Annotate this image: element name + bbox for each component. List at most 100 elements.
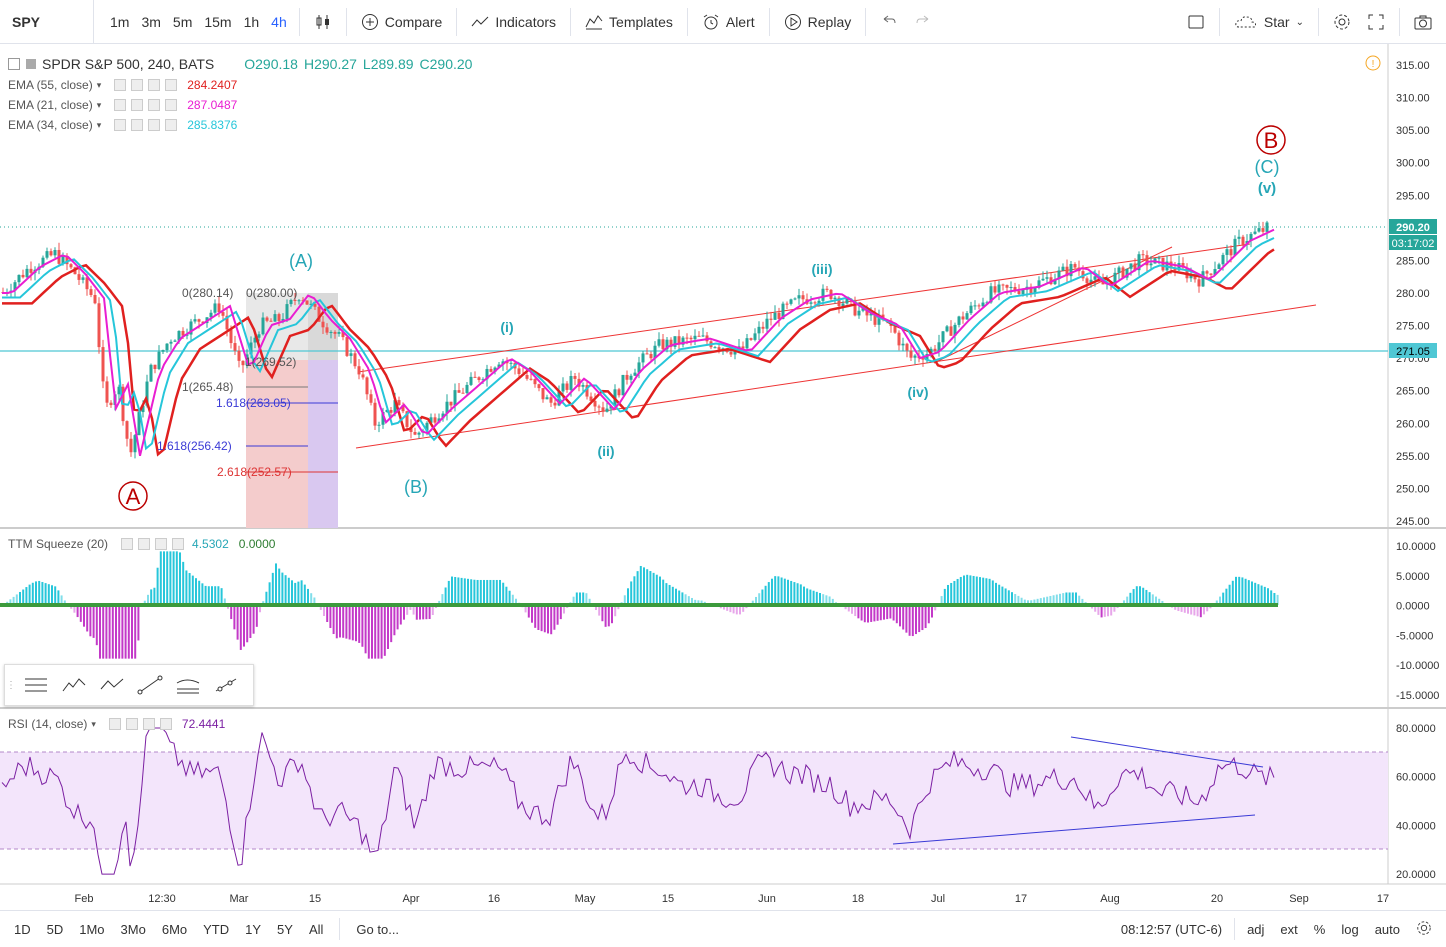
ray-icon (213, 675, 239, 695)
close-icon[interactable] (165, 119, 177, 131)
indicator-ema21[interactable]: EMA (21, close) ▾ 287.0487 (8, 98, 237, 112)
eye-icon[interactable] (121, 538, 133, 550)
timeframe-15m[interactable]: 15m (198, 14, 237, 30)
indicator-ema55[interactable]: EMA (55, close) ▾ 284.2407 (8, 78, 237, 92)
plus-icon[interactable] (148, 119, 160, 131)
gear-icon[interactable] (126, 718, 138, 730)
ttm-bar (93, 605, 95, 638)
goto-button[interactable]: Go to... (348, 922, 407, 937)
gear-icon[interactable] (131, 99, 143, 111)
elliott-impulse-button[interactable] (55, 668, 93, 702)
templates-button[interactable]: Templates (577, 13, 681, 31)
candle-body (230, 329, 233, 343)
fib-tool-button[interactable] (17, 668, 55, 702)
indicator-rsi[interactable]: RSI (14, close) ▾ 72.4441 (8, 717, 225, 731)
settings-button[interactable] (1325, 13, 1359, 31)
timeframe-1h[interactable]: 1h (238, 14, 266, 30)
range-1y[interactable]: 1Y (237, 922, 269, 937)
channel-button[interactable] (169, 668, 207, 702)
ttm-bar (928, 605, 930, 623)
timeframe-3m[interactable]: 3m (135, 14, 166, 30)
close-icon[interactable] (172, 538, 184, 550)
indicator-ema34[interactable]: EMA (34, close) ▾ 285.8376 (8, 118, 237, 132)
percent-toggle[interactable]: % (1306, 922, 1334, 937)
range-1mo[interactable]: 1Mo (71, 922, 112, 937)
ttm-bar (918, 605, 920, 632)
log-toggle[interactable]: log (1333, 922, 1366, 937)
trend-channel[interactable] (356, 244, 1316, 448)
eye-icon[interactable] (114, 79, 126, 91)
candle-body (978, 305, 981, 306)
timeframe-5m[interactable]: 5m (167, 14, 198, 30)
price-axis[interactable]: 315.00310.00305.00300.00295.00290.00285.… (1396, 60, 1430, 528)
time-tick-label: 12:30 (148, 893, 176, 905)
close-icon[interactable] (160, 718, 172, 730)
time-tick-label: May (575, 893, 596, 905)
candle-body (894, 326, 897, 333)
ttm-axis[interactable]: 10.00005.00000.0000-5.0000-10.0000-15.00… (1396, 541, 1439, 702)
ext-toggle[interactable]: ext (1272, 922, 1305, 937)
snapshot-button[interactable] (1406, 13, 1446, 31)
range-all[interactable]: All (301, 922, 331, 937)
fib-label: 2.618(252.57) (217, 465, 292, 479)
range-1d[interactable]: 1D (0, 922, 39, 937)
plus-icon[interactable] (148, 79, 160, 91)
auto-toggle[interactable]: auto (1367, 922, 1408, 937)
plus-icon[interactable] (148, 99, 160, 111)
eye-icon[interactable] (114, 99, 126, 111)
replay-button[interactable]: Replay (776, 13, 860, 31)
close-icon[interactable] (165, 79, 177, 91)
star-button[interactable]: Star ⌄ (1226, 13, 1312, 31)
candle-body (1086, 278, 1089, 283)
gear-icon[interactable] (131, 79, 143, 91)
ttm-bar (467, 579, 469, 605)
candle-body (526, 375, 529, 379)
fib-zone-bottom[interactable] (246, 360, 308, 528)
redo-button[interactable] (906, 13, 940, 31)
ema-21-line[interactable] (2, 230, 1274, 456)
trendline-button[interactable] (131, 668, 169, 702)
indicator-ttm[interactable]: TTM Squeeze (20) 4.5302 0.0000 (8, 537, 275, 551)
range-ytd[interactable]: YTD (195, 922, 237, 937)
range-5d[interactable]: 5D (39, 922, 72, 937)
fib-zone-bottom-right[interactable] (308, 360, 338, 528)
plus-icon[interactable] (143, 718, 155, 730)
range-6mo[interactable]: 6Mo (154, 922, 195, 937)
candle-body (562, 384, 565, 392)
layout-button[interactable] (1179, 13, 1213, 31)
elliott-abc-button[interactable] (93, 668, 131, 702)
indicators-button[interactable]: Indicators (463, 13, 564, 31)
symbol-search[interactable]: SPY (0, 0, 94, 44)
range-5y[interactable]: 5Y (269, 922, 301, 937)
candle-body (78, 274, 81, 280)
alert-button[interactable]: Alert (694, 13, 763, 31)
timeframe-4h[interactable]: 4h (265, 14, 293, 30)
compare-button[interactable]: Compare (353, 13, 451, 31)
close-icon[interactable] (165, 99, 177, 111)
channel-upper-line[interactable] (358, 244, 1250, 372)
fullscreen-button[interactable] (1359, 13, 1393, 31)
candle-body (622, 375, 625, 395)
eye-icon[interactable] (109, 718, 121, 730)
range-3mo[interactable]: 3Mo (113, 922, 154, 937)
candle-body (82, 277, 85, 280)
drag-handle[interactable]: ⋮ (5, 668, 17, 702)
plus-icon[interactable] (155, 538, 167, 550)
ttm-bar (221, 588, 223, 605)
ttm-bar (48, 584, 50, 605)
chart-type-button[interactable] (306, 13, 340, 31)
candle-body (1002, 285, 1005, 286)
candle-body (274, 314, 277, 321)
collapse-toggle[interactable] (8, 58, 20, 70)
timeframe-1m[interactable]: 1m (104, 14, 135, 30)
undo-button[interactable] (872, 13, 906, 31)
chart-canvas[interactable]: A B (C) (v) (iii) (i) (ii) (iv) (A) (B) … (0, 44, 1446, 912)
eye-icon[interactable] (114, 119, 126, 131)
gear-icon[interactable] (1408, 920, 1446, 939)
gear-icon[interactable] (131, 119, 143, 131)
adj-toggle[interactable]: adj (1239, 922, 1272, 937)
gear-icon[interactable] (138, 538, 150, 550)
ray-button[interactable] (207, 668, 245, 702)
